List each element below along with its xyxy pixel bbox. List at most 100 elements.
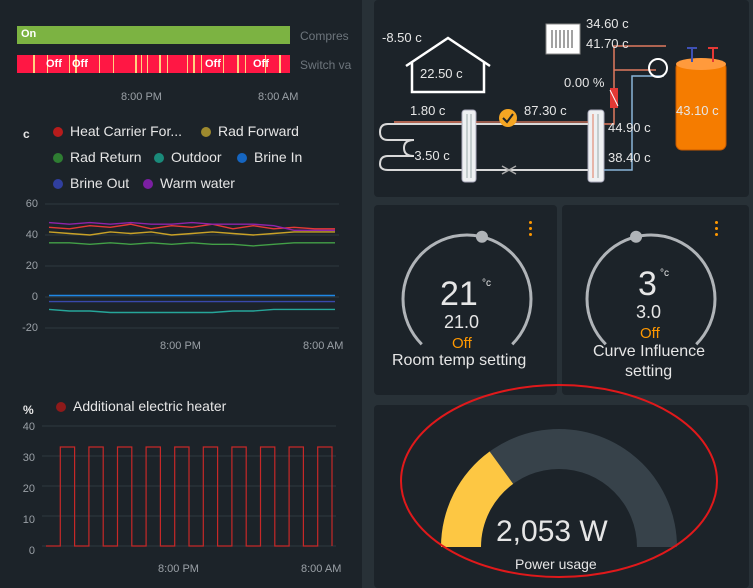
dial-knob — [475, 230, 488, 243]
compressor-label: Compres — [300, 29, 349, 43]
legend-brine-in[interactable]: Brine In — [237, 149, 302, 165]
heater-y-tick-30: 30 — [22, 452, 35, 464]
temp-x-tick-1: 8:00 PM — [160, 340, 201, 352]
legend-dot — [56, 402, 66, 412]
heat-exchanger-2 — [587, 109, 605, 183]
tank-pipe-forward — [604, 45, 666, 125]
ground-coil — [378, 123, 464, 171]
switch-valve-off-2: Off — [72, 58, 88, 70]
legend-rad-forward[interactable]: Rad Forward — [201, 123, 299, 139]
curve-unit: °c — [660, 268, 669, 279]
switch-valve-off-4: Off — [253, 58, 269, 70]
rad-return-temp: 38.40 c — [608, 150, 651, 165]
tank-mid-temp: 41.70 c — [586, 36, 629, 51]
valve-switch-marker — [99, 55, 100, 73]
heat-exchanger-1 — [461, 109, 477, 183]
room-temp-value: 21 — [440, 275, 478, 313]
legend-dot — [53, 127, 63, 137]
temp-y-tick-0: 0 — [31, 291, 38, 303]
indoor-temp: 22.50 c — [420, 66, 463, 81]
curve-menu-icon[interactable] — [715, 221, 719, 239]
legend-electric-heater[interactable]: Additional electric heater — [56, 398, 226, 414]
room-temp-dial[interactable] — [374, 205, 557, 395]
room-temp-menu-icon[interactable] — [529, 221, 533, 239]
valve-switch-marker — [141, 55, 142, 73]
temp-y-tick-40: 40 — [25, 229, 38, 241]
valve-switch-marker — [135, 55, 137, 73]
curve-influence-dial[interactable] — [562, 205, 749, 395]
series-line-0 — [48, 223, 335, 230]
timeline-x-tick-1: 8:00 PM — [121, 91, 162, 103]
heater-x-tick-1: 8:00 PM — [158, 563, 199, 575]
valve-switch-marker — [193, 55, 195, 73]
valve-switch-marker — [69, 55, 70, 73]
room-temp-card[interactable]: 21 °c 21.0 Off Room temp setting — [374, 205, 557, 395]
switch-valve-off-1: Off — [46, 58, 62, 70]
history-panel: On Compres Off Off Off Off Switch va 8:0… — [0, 0, 360, 588]
legend-dot — [143, 179, 153, 189]
valve-switch-marker — [75, 55, 77, 73]
temp-y-tick-20: 20 — [25, 260, 38, 272]
temp-y-tick-60: 60 — [25, 198, 38, 210]
switch-valve-off-3: Off — [205, 58, 221, 70]
heater-y-tick-40: 40 — [22, 421, 35, 433]
temperature-chart[interactable] — [45, 198, 355, 336]
dial-track — [401, 233, 533, 346]
series-line-2 — [49, 242, 335, 247]
valve-switch-marker — [159, 55, 161, 73]
dial-track — [585, 233, 717, 346]
dial-knob — [630, 230, 643, 243]
room-temp-unit: °c — [482, 278, 491, 289]
valve-percent: 0.00 % — [564, 75, 605, 90]
legend-heat-carrier[interactable]: Heat Carrier For... — [53, 123, 182, 139]
panel-divider — [362, 0, 370, 588]
heater-y-tick-10: 10 — [22, 514, 35, 526]
valve-switch-marker — [47, 55, 48, 73]
legend-brine-out[interactable]: Brine Out — [53, 175, 129, 191]
curve-label-2: setting — [625, 363, 673, 380]
outdoor-temp: -8.50 c — [382, 30, 422, 45]
legend-rad-return[interactable]: Rad Return — [53, 149, 142, 165]
curve-influence-card[interactable]: 3 °c 3.0 Off Curve Influence setting — [562, 205, 749, 395]
valve-switch-marker — [279, 55, 281, 73]
house-body — [410, 62, 486, 94]
power-value: 2,053 W — [496, 515, 608, 548]
valve-switch-marker — [167, 55, 168, 73]
valve-switch-marker — [245, 55, 246, 73]
compressor-state: On — [21, 28, 37, 40]
heater-chart-ylabel: % — [23, 403, 34, 417]
legend-dot — [237, 153, 247, 163]
heat-pump-diagram-card[interactable]: -8.50 c 22.50 c 1.80 c -3.50 c 87.30 c 0… — [374, 0, 749, 197]
heater-x-tick-2: 8:00 AM — [301, 563, 342, 575]
valve-switch-marker — [113, 55, 114, 73]
timeline-x-tick-2: 8:00 AM — [258, 91, 299, 103]
legend-outdoor[interactable]: Outdoor — [154, 149, 222, 165]
curve-value: 3 — [638, 265, 657, 303]
room-temp-sub: 21.0 — [444, 312, 480, 332]
series-line-0 — [46, 446, 333, 547]
switch-valve-label: Switch va — [300, 58, 352, 72]
tank-temp: 43.10 c — [676, 103, 719, 118]
check-icon — [499, 109, 517, 127]
rad-forward-temp: 44.90 c — [608, 120, 651, 135]
switch-valve-timeline[interactable]: Off Off Off Off — [17, 55, 290, 73]
brine-in-temp: 1.80 c — [410, 103, 446, 118]
pump-icon — [648, 58, 668, 78]
valve-switch-marker — [147, 55, 148, 73]
valve-switch-marker — [223, 55, 224, 73]
expansion-valve-icon — [501, 165, 517, 175]
brine-out-temp: -3.50 c — [410, 148, 450, 163]
curve-sub: 3.0 — [636, 302, 662, 322]
valve-switch-marker — [187, 55, 188, 73]
heater-chart[interactable] — [42, 420, 354, 554]
room-temp-status: Off — [452, 335, 472, 352]
compressor-timeline[interactable]: On — [17, 26, 290, 44]
legend-warm-water[interactable]: Warm water — [143, 175, 235, 191]
heater-y-tick-0: 0 — [28, 545, 35, 557]
power-usage-card[interactable]: 2,053 W Power usage — [374, 405, 749, 588]
valve-switch-marker — [33, 55, 35, 73]
heat-carrier-temp: 87.30 c — [524, 103, 567, 118]
legend-dot — [154, 153, 164, 163]
heater-y-tick-20: 20 — [22, 483, 35, 495]
legend-dot — [53, 153, 63, 163]
